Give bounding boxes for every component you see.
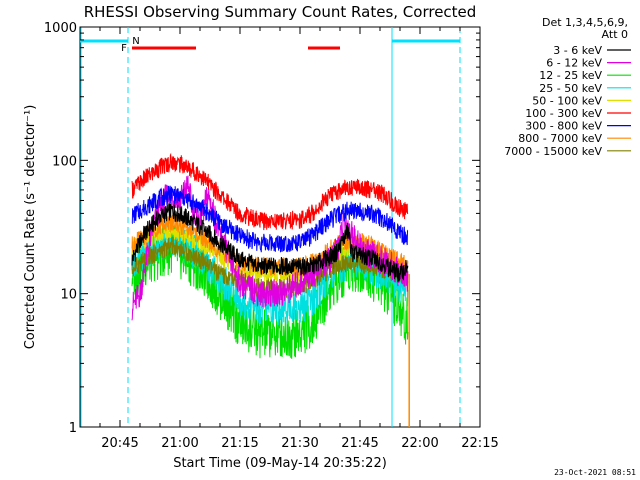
x-tick-label: 21:00 [161, 436, 198, 451]
legend-entry-label: 6 - 12 keV [546, 57, 602, 70]
x-tick-label: 22:00 [401, 436, 438, 451]
chart-title: RHESSI Observing Summary Count Rates, Co… [84, 3, 477, 21]
y-tick-label: 1000 [44, 21, 77, 36]
footer-timestamp: 23-Oct-2021 08:51 [554, 468, 636, 477]
series-line-300-800keV [131, 185, 409, 253]
legend-header-line1: Det 1,3,4,5,6,9, [542, 16, 628, 29]
legend-entry-label: 25 - 50 keV [539, 82, 602, 95]
legend-entry-label: 50 - 100 keV [532, 94, 602, 107]
flare-label: F [121, 43, 127, 54]
axis-ticks: 20:45 21:00 21:15 21:30 21:45 22:00 22:15 1 10 10… [44, 21, 499, 451]
series-line-7000-15000keV [131, 236, 409, 300]
y-tick-label: 1 [69, 421, 77, 436]
plot-frame [79, 26, 481, 428]
legend-entry-label: 100 - 300 keV [525, 107, 602, 120]
legend-entry-label: 7000 - 15000 keV [504, 145, 602, 158]
legend-header-line2: Att 0 [602, 28, 628, 41]
y-axis-label: Corrected Count Rate (s⁻¹ detector⁻¹) [23, 105, 38, 350]
axes [79, 26, 481, 428]
x-tick-label: 21:15 [221, 436, 258, 451]
legend-entry-label: 3 - 6 keV [553, 44, 602, 57]
series-line-100-300keV [131, 152, 409, 231]
series-line-3-6keV [131, 201, 409, 282]
x-tick-label: 20:45 [101, 436, 138, 451]
x-tick-label: 21:30 [281, 436, 318, 451]
x-tick-label: 22:15 [461, 436, 498, 451]
night-label: N [132, 36, 139, 47]
legend-entry-label: 300 - 800 keV [525, 120, 602, 133]
data-series [131, 152, 410, 427]
y-tick-label: 100 [52, 154, 77, 169]
legend-entry-label: 12 - 25 keV [539, 69, 602, 82]
series-line-800-7000keV [131, 214, 409, 276]
x-tick-label: 21:45 [341, 436, 378, 451]
legend-entry-label: 800 - 7000 keV [518, 132, 602, 145]
x-axis-label: Start Time (09-May-14 20:35:22) [173, 456, 387, 471]
y-tick-label: 10 [60, 288, 77, 303]
